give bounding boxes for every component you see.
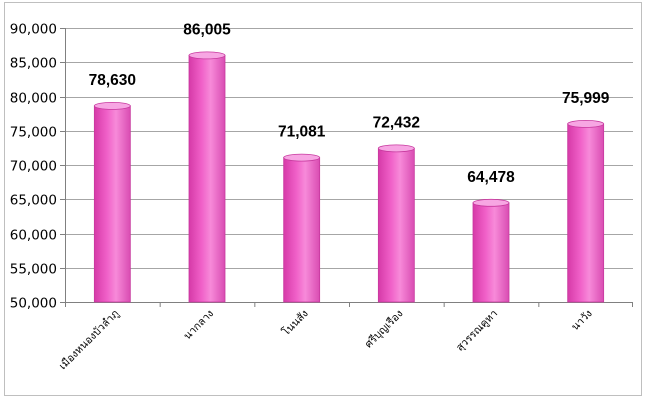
data-label: 72,432 (373, 114, 420, 131)
bar-top (567, 120, 605, 128)
data-label: 71,081 (278, 124, 326, 141)
bar (567, 123, 605, 303)
y-tick-label: 70,000 (10, 159, 57, 175)
y-tick-label: 60,000 (10, 228, 57, 244)
y-tick-label: 55,000 (10, 262, 57, 278)
bar-top (188, 51, 226, 60)
data-label: 64,478 (467, 169, 515, 186)
bar (377, 147, 415, 303)
bar (472, 202, 510, 303)
bar-top (283, 153, 321, 162)
y-tick-label: 50,000 (10, 296, 57, 312)
data-label: 86,005 (183, 21, 231, 38)
bar-top (93, 101, 131, 110)
x-category-label: สุวรรณคูหา (454, 308, 500, 354)
data-label: 78,630 (89, 72, 136, 89)
x-category-label: เมืองหนองบัวลำภู (56, 307, 121, 372)
y-tick-label: 85,000 (10, 56, 57, 72)
y-tick-label: 80,000 (10, 91, 57, 107)
x-category-label: โนนสัง (279, 307, 310, 338)
y-tick-label: 90,000 (10, 22, 57, 38)
x-category-label: นากลาง (182, 308, 217, 343)
bar (283, 157, 321, 303)
bar-top (377, 144, 415, 153)
x-category-label: นาวัง (569, 308, 595, 334)
y-tick-label: 75,000 (10, 125, 57, 141)
x-category-label: ศรีบุญเรือง (362, 307, 406, 351)
bar (188, 54, 226, 303)
bar (93, 105, 131, 303)
bar-top (472, 198, 510, 207)
y-tick-label: 65,000 (10, 193, 57, 209)
data-label: 75,999 (562, 90, 610, 107)
